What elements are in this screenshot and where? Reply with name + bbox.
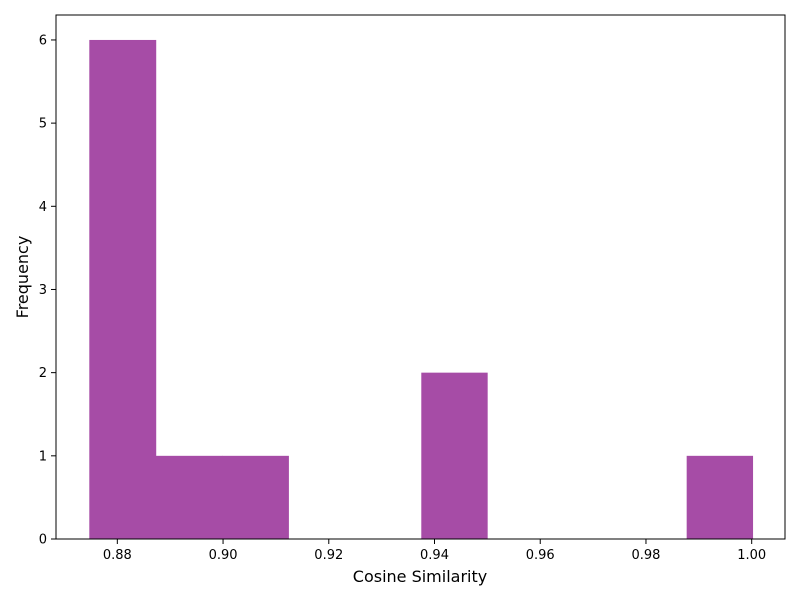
y-tick-label: 3 — [39, 283, 47, 298]
y-tick-label: 1 — [39, 449, 47, 464]
y-tick-label: 4 — [39, 200, 47, 215]
histogram-bar-1 — [155, 455, 223, 539]
x-tick-label: 0.90 — [209, 548, 238, 563]
x-tick-label: 1.00 — [737, 548, 766, 563]
y-axis-ticks: 0 1 2 3 4 5 6 — [39, 33, 56, 548]
x-tick-label: 0.98 — [631, 548, 660, 563]
histogram-bar-9 — [686, 455, 754, 539]
x-tick-label: 0.92 — [314, 548, 343, 563]
x-axis-ticks: 0.88 0.90 0.92 0.94 0.96 0.98 1.00 — [103, 539, 766, 563]
histogram-bar-2 — [221, 455, 289, 539]
x-tick-label: 0.88 — [103, 548, 132, 563]
y-tick-label: 5 — [39, 117, 47, 132]
histogram-bar-5 — [421, 372, 488, 539]
y-tick-label: 0 — [39, 533, 47, 548]
bars-group — [89, 39, 754, 539]
y-tick-label: 6 — [39, 33, 47, 48]
y-tick-label: 2 — [39, 366, 47, 381]
histogram-bar-0 — [89, 39, 157, 539]
x-tick-label: 0.96 — [526, 548, 555, 563]
x-tick-label: 0.94 — [420, 548, 449, 563]
y-axis-title: Frequency — [13, 236, 32, 319]
plot-frame — [55, 14, 786, 540]
x-axis-title: Cosine Similarity — [353, 567, 487, 586]
